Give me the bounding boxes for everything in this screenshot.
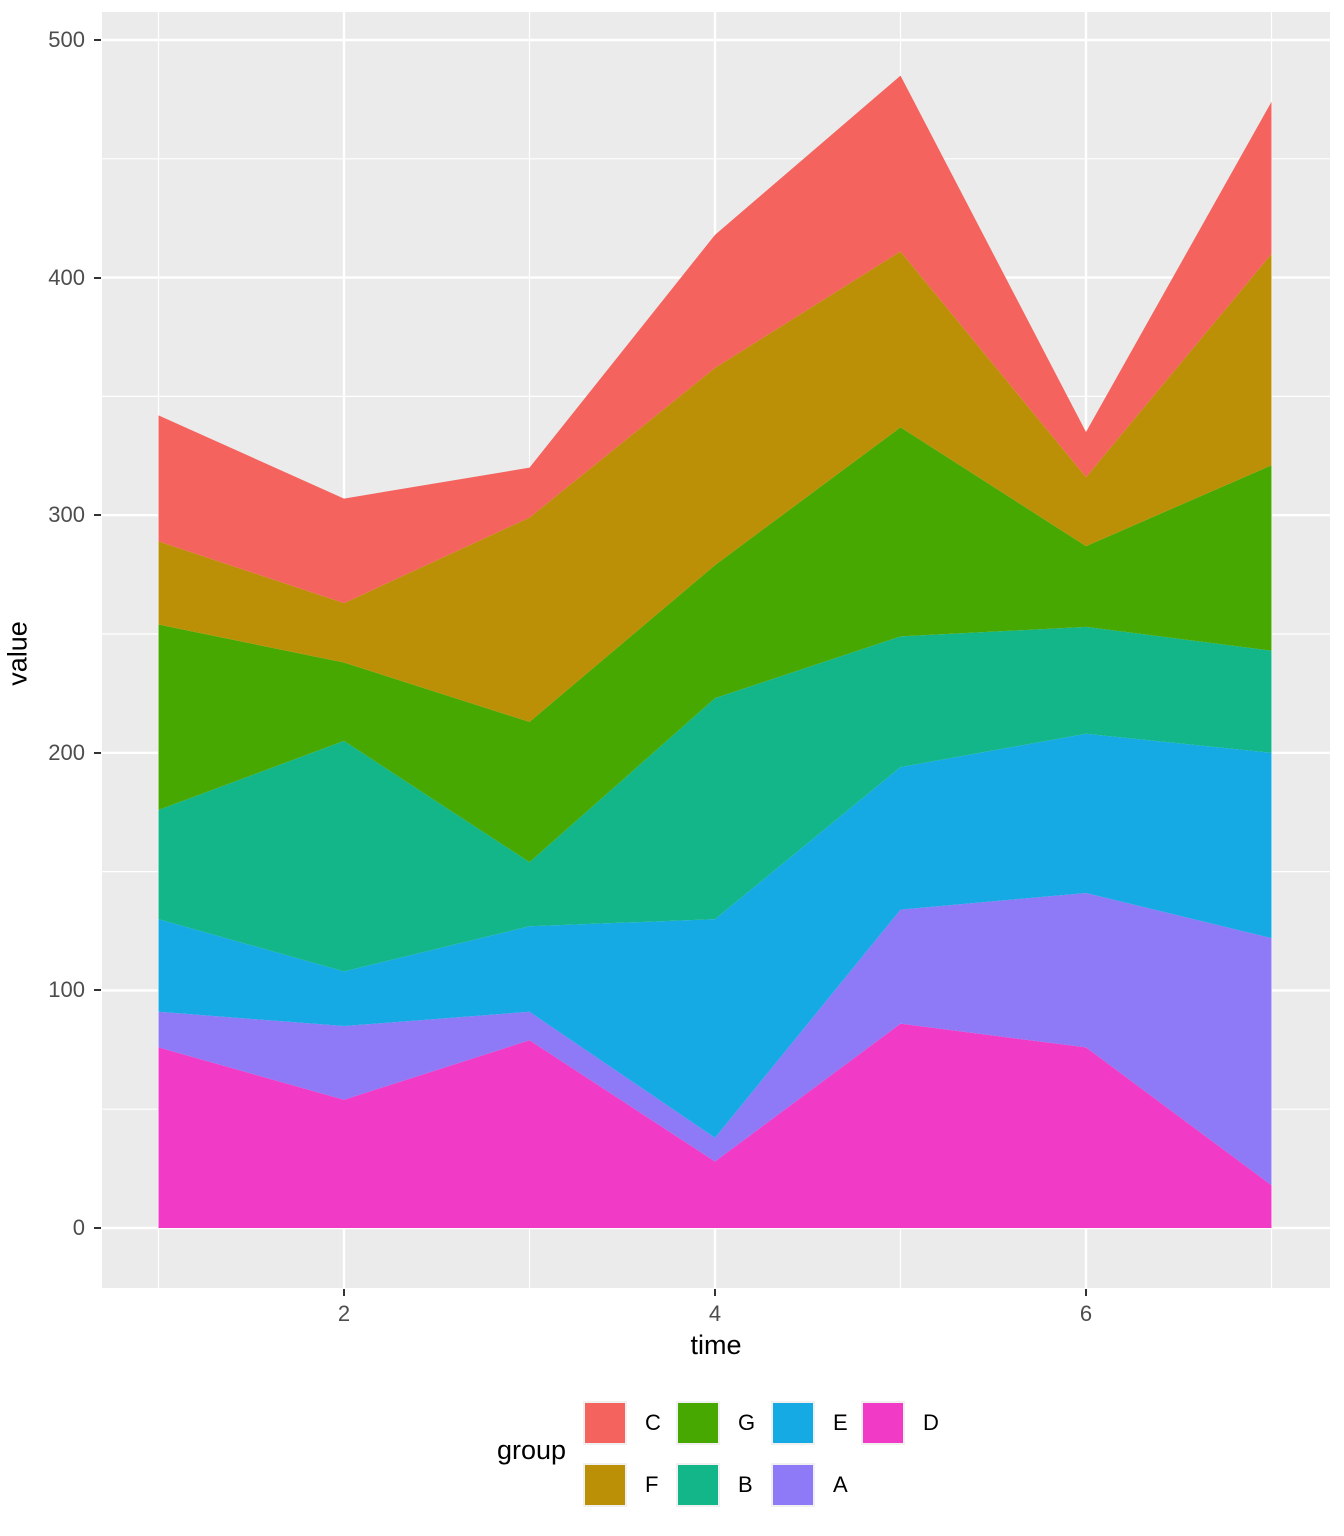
legend-label-F: F bbox=[645, 1472, 659, 1497]
x-tick-mark bbox=[343, 1289, 345, 1296]
legend-label-A: A bbox=[833, 1472, 848, 1497]
x-tick-label-6: 6 bbox=[1079, 1301, 1093, 1326]
y-tick-label-500: 500 bbox=[48, 27, 85, 52]
legend-swatch-C bbox=[583, 1401, 627, 1445]
area-series-E bbox=[158, 733, 1272, 1138]
y-tick-label-0: 0 bbox=[72, 1215, 85, 1240]
legend-swatch-F bbox=[583, 1463, 627, 1507]
legend-swatch-A bbox=[771, 1463, 815, 1507]
legend-key-E: E bbox=[771, 1401, 848, 1445]
legend-key-C: C bbox=[583, 1401, 661, 1445]
y-tick-label-400: 400 bbox=[48, 264, 85, 290]
x-tick-label-4: 4 bbox=[708, 1301, 722, 1326]
y-tick-mark bbox=[94, 1227, 101, 1229]
legend-key-B: B bbox=[676, 1463, 753, 1507]
y-tick-label-200: 200 bbox=[48, 739, 85, 765]
legend-key-F: F bbox=[583, 1463, 658, 1507]
area-series-B bbox=[158, 626, 1272, 972]
y-tick-mark bbox=[94, 751, 101, 754]
legend-key-G: G bbox=[676, 1401, 755, 1445]
x-tick-label-2: 2 bbox=[337, 1301, 351, 1326]
area-series-D bbox=[158, 1023, 1272, 1228]
y-tick-label-100: 100 bbox=[48, 977, 85, 1003]
y-tick-mark bbox=[94, 276, 101, 279]
legend-swatch-D bbox=[861, 1401, 905, 1445]
y-tick-mark bbox=[94, 39, 101, 41]
area-series-F bbox=[158, 251, 1272, 722]
legend-label-G: G bbox=[738, 1410, 756, 1435]
area-series-A bbox=[158, 892, 1272, 1186]
plot-panel bbox=[102, 12, 1330, 1288]
legend-swatch-B bbox=[676, 1463, 720, 1507]
y-axis-title: value bbox=[2, 621, 33, 686]
y-tick-mark bbox=[94, 514, 101, 517]
legend-label-E: E bbox=[833, 1410, 848, 1435]
legend-label-C: C bbox=[645, 1410, 661, 1435]
legend-label-D: D bbox=[923, 1410, 939, 1435]
area-series-C bbox=[158, 75, 1272, 604]
area-series-G bbox=[158, 427, 1272, 863]
legend-key-A: A bbox=[771, 1463, 848, 1507]
legend: group C G E D F B A bbox=[0, 1392, 1344, 1522]
y-tick-mark bbox=[94, 989, 101, 992]
legend-title: group bbox=[496, 1434, 566, 1465]
x-tick-mark bbox=[714, 1289, 716, 1296]
y-tick-label-300: 300 bbox=[48, 502, 85, 528]
x-tick-mark bbox=[1085, 1289, 1087, 1296]
legend-label-B: B bbox=[738, 1472, 753, 1497]
x-axis-title: time bbox=[690, 1330, 742, 1360]
legend-key-D: D bbox=[861, 1401, 939, 1445]
legend-swatch-E bbox=[771, 1401, 815, 1445]
plot-area-svg bbox=[102, 12, 1330, 1288]
legend-swatch-G bbox=[676, 1401, 720, 1445]
